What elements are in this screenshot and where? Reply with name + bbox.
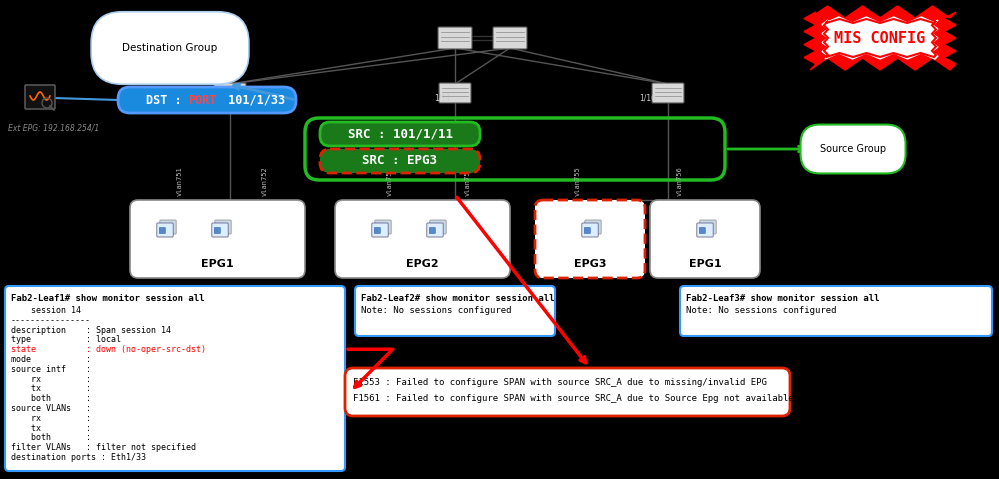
Text: EPG2: EPG2 xyxy=(407,259,439,269)
FancyBboxPatch shape xyxy=(439,83,471,103)
FancyBboxPatch shape xyxy=(157,223,173,237)
Polygon shape xyxy=(804,6,956,70)
Text: session 14: session 14 xyxy=(11,306,81,315)
FancyBboxPatch shape xyxy=(430,228,436,233)
Text: vlan752: vlan752 xyxy=(262,166,268,196)
Text: F1553 : Failed to configure SPAN with source SRC_A due to missing/invalid EPG: F1553 : Failed to configure SPAN with so… xyxy=(353,378,767,387)
FancyBboxPatch shape xyxy=(215,228,221,233)
FancyBboxPatch shape xyxy=(584,220,601,234)
Text: tx         :: tx : xyxy=(11,385,91,393)
Text: rx         :: rx : xyxy=(11,414,91,423)
Text: Source Group: Source Group xyxy=(820,144,886,154)
Text: Fab2-Leaf2# show monitor session all: Fab2-Leaf2# show monitor session all xyxy=(361,294,554,303)
FancyBboxPatch shape xyxy=(581,223,598,237)
FancyBboxPatch shape xyxy=(652,83,684,103)
Text: Fab2-Leaf3# show monitor session all: Fab2-Leaf3# show monitor session all xyxy=(686,294,879,303)
FancyBboxPatch shape xyxy=(214,83,246,103)
Text: 1/16: 1/16 xyxy=(639,93,656,102)
Text: destination ports : Eth1/33: destination ports : Eth1/33 xyxy=(11,453,146,462)
Text: EPG1: EPG1 xyxy=(688,259,721,269)
FancyBboxPatch shape xyxy=(118,87,296,113)
Text: both       :: both : xyxy=(11,433,91,443)
Text: SRC : 101/1/11: SRC : 101/1/11 xyxy=(348,127,453,140)
FancyBboxPatch shape xyxy=(493,27,527,49)
FancyBboxPatch shape xyxy=(5,286,345,471)
Text: vlan751: vlan751 xyxy=(177,166,183,196)
FancyBboxPatch shape xyxy=(160,220,176,234)
FancyBboxPatch shape xyxy=(335,200,510,278)
FancyBboxPatch shape xyxy=(212,223,228,237)
FancyBboxPatch shape xyxy=(430,220,447,234)
Text: Fab2-Leaf1# show monitor session all: Fab2-Leaf1# show monitor session all xyxy=(11,294,205,303)
Text: filter VLANs   : filter not specified: filter VLANs : filter not specified xyxy=(11,443,196,452)
Text: both       :: both : xyxy=(11,394,91,403)
Text: ----------------: ---------------- xyxy=(11,316,91,325)
Text: vlan755: vlan755 xyxy=(575,166,581,196)
Text: tx         :: tx : xyxy=(11,423,91,433)
Text: source VLANs   :: source VLANs : xyxy=(11,404,91,413)
Text: vlan754: vlan754 xyxy=(465,166,471,196)
Polygon shape xyxy=(822,17,938,59)
Text: 1/24: 1/24 xyxy=(228,96,245,105)
FancyBboxPatch shape xyxy=(375,220,392,234)
Text: EPG1: EPG1 xyxy=(201,259,234,269)
Text: 1/11: 1/11 xyxy=(212,101,229,110)
Text: DST :: DST : xyxy=(146,93,189,106)
FancyBboxPatch shape xyxy=(355,286,555,336)
FancyBboxPatch shape xyxy=(320,149,480,173)
FancyBboxPatch shape xyxy=(130,200,305,278)
FancyBboxPatch shape xyxy=(535,200,645,278)
Text: Note: No sessions configured: Note: No sessions configured xyxy=(361,306,511,315)
Text: Destination Group: Destination Group xyxy=(122,43,218,53)
FancyBboxPatch shape xyxy=(345,368,790,416)
Text: 1/11: 1/11 xyxy=(435,93,452,102)
Text: vlan756: vlan756 xyxy=(677,166,683,196)
Text: EPG3: EPG3 xyxy=(573,259,606,269)
FancyBboxPatch shape xyxy=(25,85,55,109)
Text: type           : local: type : local xyxy=(11,335,121,344)
Text: MIS CONFIG: MIS CONFIG xyxy=(834,31,926,46)
FancyBboxPatch shape xyxy=(375,228,381,233)
Text: mode           :: mode : xyxy=(11,355,91,364)
Text: vlan753: vlan753 xyxy=(387,166,393,196)
FancyBboxPatch shape xyxy=(215,220,231,234)
FancyBboxPatch shape xyxy=(680,286,992,336)
FancyBboxPatch shape xyxy=(372,223,389,237)
Text: 101/1/33: 101/1/33 xyxy=(221,93,285,106)
FancyBboxPatch shape xyxy=(650,200,760,278)
Text: F1561 : Failed to configure SPAN with source SRC_A due to Source Epg not availab: F1561 : Failed to configure SPAN with so… xyxy=(353,394,794,403)
FancyBboxPatch shape xyxy=(699,228,705,233)
Text: PORT: PORT xyxy=(188,93,217,106)
Text: 1/33: 1/33 xyxy=(259,89,276,98)
Text: source intf    :: source intf : xyxy=(11,365,91,374)
FancyBboxPatch shape xyxy=(696,223,713,237)
FancyBboxPatch shape xyxy=(700,220,716,234)
Text: rx         :: rx : xyxy=(11,375,91,384)
FancyBboxPatch shape xyxy=(159,228,165,233)
FancyBboxPatch shape xyxy=(320,122,480,146)
Text: SRC : EPG3: SRC : EPG3 xyxy=(363,155,438,168)
Text: state          : down (no-oper-src-dst): state : down (no-oper-src-dst) xyxy=(11,345,206,354)
Text: description    : Span session 14: description : Span session 14 xyxy=(11,326,171,335)
Text: Note: No sessions configured: Note: No sessions configured xyxy=(686,306,836,315)
FancyBboxPatch shape xyxy=(438,27,472,49)
FancyBboxPatch shape xyxy=(584,228,590,233)
Text: Ext EPG: 192.168.254/1: Ext EPG: 192.168.254/1 xyxy=(8,124,99,133)
FancyBboxPatch shape xyxy=(427,223,444,237)
